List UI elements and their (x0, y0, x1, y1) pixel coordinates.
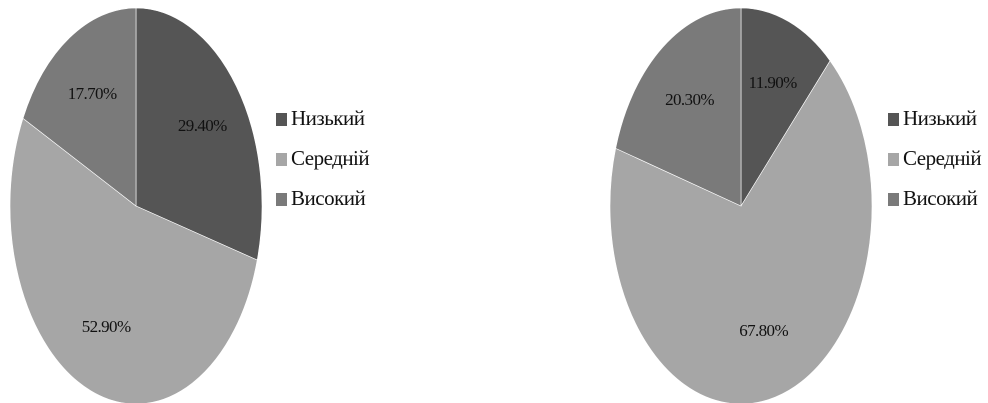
legend-swatch-низький (888, 113, 899, 126)
legend-label-низький: Низький (291, 106, 365, 130)
legend-swatch-середній (888, 153, 899, 166)
data-label-середній: 52.90% (82, 317, 131, 336)
data-label-середній: 67.80% (739, 321, 788, 340)
pie-chart-left: 29.40% 52.90% 17.70% Низький Середній Високий (9, 7, 370, 403)
legend-label-високий: Високий (903, 186, 978, 210)
legend-label-середній: Середній (903, 146, 981, 170)
legend-swatch-високий (888, 193, 899, 206)
pie-slice-середній (609, 60, 873, 403)
pie-chart-right: 11.90% 67.80% 20.30% Низький Середній Високий (609, 7, 982, 403)
pie-slice-середній (9, 117, 258, 403)
legend-swatch-середній (276, 153, 287, 166)
legend-swatch-високий (276, 193, 287, 206)
legend-label-високий: Високий (291, 186, 366, 210)
legend-label-низький: Низький (903, 106, 977, 130)
legend-swatch-низький (276, 113, 287, 126)
legend: Низький Середній Високий (888, 106, 982, 210)
data-label-низький: 29.40% (178, 116, 227, 135)
legend-label-середній: Середній (291, 146, 369, 170)
pie-slice-низький (740, 7, 831, 208)
legend: Низький Середній Високий (276, 106, 370, 210)
pie-slice-низький (135, 7, 263, 261)
pie-slice-високий (615, 7, 742, 207)
data-label-низький: 11.90% (749, 73, 798, 92)
pie-slice-високий (22, 7, 137, 207)
data-label-високий: 17.70% (68, 84, 117, 103)
data-label-високий: 20.30% (665, 90, 714, 109)
